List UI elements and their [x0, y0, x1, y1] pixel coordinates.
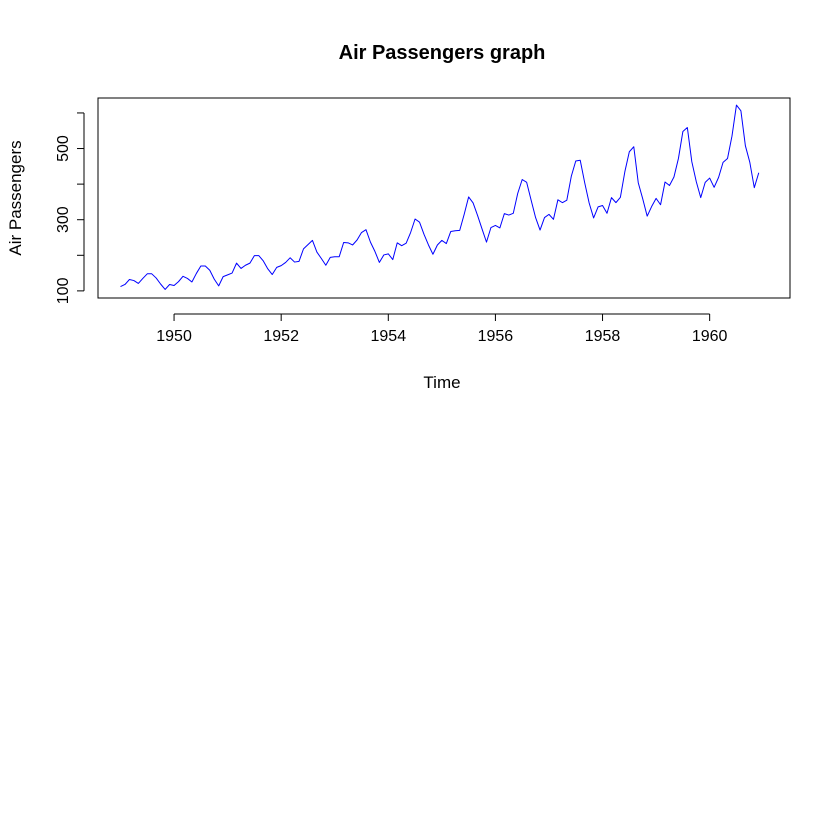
plot-frame	[97, 97, 791, 299]
x-axis-label: Time	[423, 373, 460, 392]
x-tick-label: 1952	[263, 328, 299, 345]
x-tick-label: 1954	[371, 328, 407, 345]
y-axis: 100 300 500	[55, 112, 85, 304]
x-tick-label: 1958	[585, 328, 621, 345]
x-tick-label: 1950	[156, 328, 192, 345]
x-axis: 1950 1952 1954 1956 1958 1960	[156, 313, 728, 345]
series-line	[120, 104, 760, 290]
y-tick-label: 300	[55, 206, 72, 233]
y-tick-label: 500	[55, 135, 72, 162]
y-tick-label: 100	[55, 277, 72, 304]
x-tick-label: 1956	[478, 328, 514, 345]
series-layer	[120, 104, 760, 290]
y-axis-label: Air Passengers	[6, 140, 25, 255]
chart-title: Air Passengers graph	[339, 42, 546, 64]
x-tick-label: 1960	[692, 328, 728, 345]
